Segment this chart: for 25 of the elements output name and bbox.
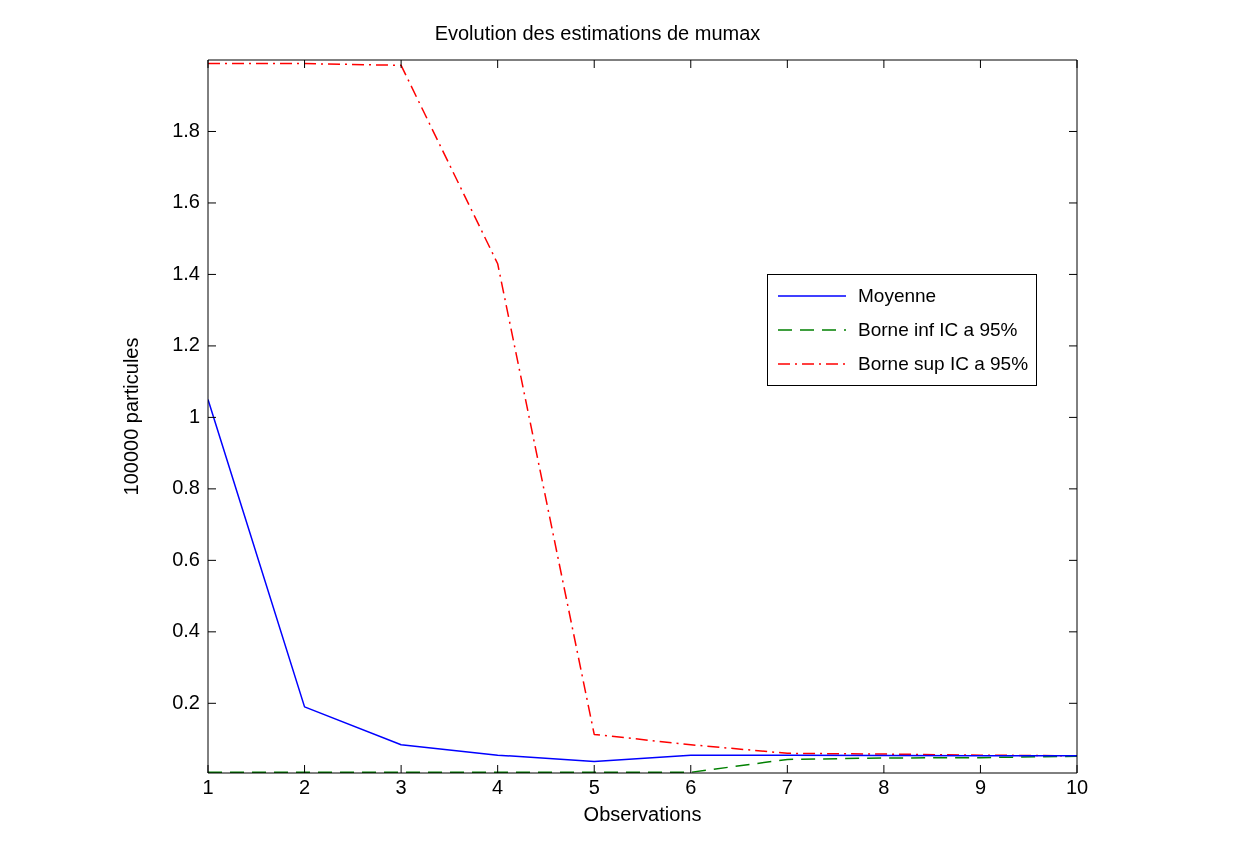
y-tick-label: 0.4 — [172, 619, 200, 642]
x-tick-label: 2 — [298, 775, 311, 798]
y-tick-label: 1 — [188, 404, 200, 427]
x-axis-title: Observations — [583, 802, 702, 825]
legend-label: Moyenne — [858, 284, 937, 307]
x-tick-label: 3 — [395, 775, 407, 798]
x-tick-label: 8 — [878, 775, 890, 798]
x-tick-label: 1 — [202, 775, 214, 798]
y-tick-label: 0.2 — [172, 690, 200, 713]
x-tick-label: 7 — [781, 775, 793, 798]
y-tick-label: 0.8 — [172, 476, 200, 499]
y-axis-title: 100000 particules — [119, 337, 142, 496]
chart-title: Evolution des estimations de mumax — [434, 21, 761, 44]
y-tick-label: 0.6 — [172, 547, 200, 570]
x-tick-label: 6 — [685, 775, 697, 798]
y-tick-label: 1.8 — [172, 118, 200, 141]
legend-label: Borne sup IC a 95% — [858, 352, 1029, 375]
legend-label: Borne inf IC a 95% — [858, 318, 1018, 341]
y-tick-label: 1.4 — [172, 261, 200, 284]
x-tick-label: 9 — [974, 775, 987, 798]
x-tick-label: 10 — [1065, 775, 1089, 798]
y-tick-label: 1.2 — [172, 333, 200, 356]
y-tick-label: 1.6 — [172, 190, 200, 213]
x-tick-label: 5 — [588, 775, 600, 798]
x-tick-label: 4 — [492, 775, 504, 798]
